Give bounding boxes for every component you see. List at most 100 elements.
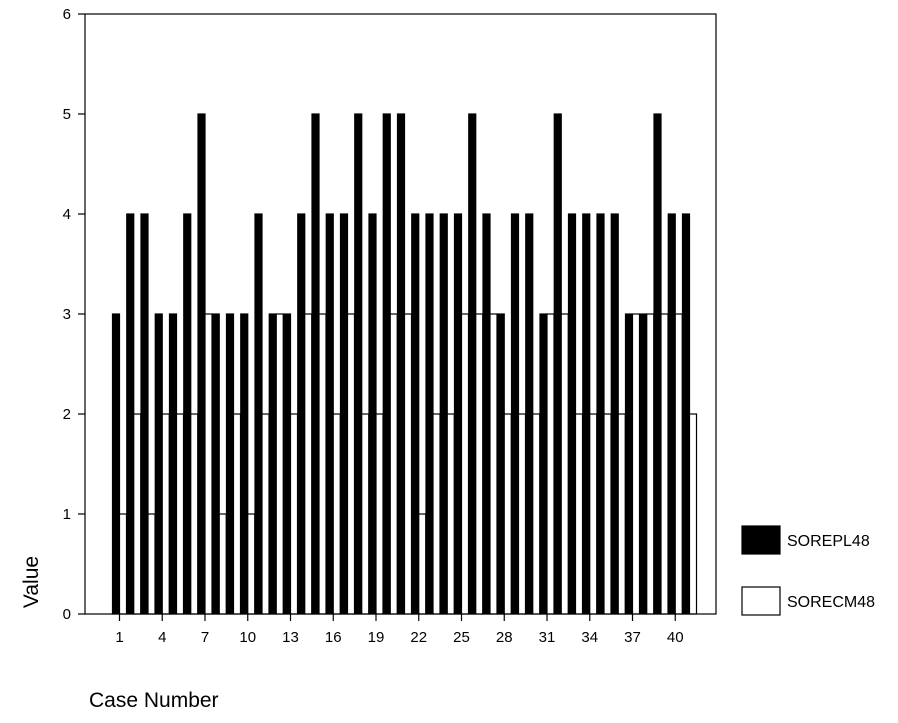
- x-tick-label: 13: [282, 629, 299, 646]
- bar-sorepl48-21: [396, 113, 406, 615]
- y-axis-title: Value: [20, 556, 43, 608]
- bar-sorepl48-12: [268, 313, 277, 615]
- y-ticks-group: 0 1 2 3 4 5 6: [63, 6, 85, 623]
- bar-sorepl48-35: [596, 213, 605, 615]
- bar-sorepl48-33: [567, 213, 577, 615]
- x-tick-label: 22: [410, 629, 427, 646]
- bar-sorepl48-38: [639, 313, 648, 615]
- bar-sorepl48-6: [183, 213, 192, 615]
- bar-sorepl48-37: [624, 313, 634, 615]
- bar-sorecm48-25: [460, 313, 470, 615]
- bar-sorecm48-21: [403, 313, 413, 615]
- x-tick-label: 25: [453, 629, 470, 646]
- bar-sorecm48-16: [332, 413, 341, 615]
- bar-sorecm48-19: [375, 413, 384, 615]
- bar-sorecm48-2: [133, 413, 142, 615]
- bar-sorecm48-24: [446, 413, 455, 615]
- bar-sorecm48-14: [304, 313, 313, 615]
- bar-sorecm48-34: [589, 413, 598, 615]
- bar-sorecm48-6: [190, 413, 199, 615]
- legend-swatch-sorepl48: [741, 525, 781, 555]
- bar-sorecm48-29: [517, 413, 527, 615]
- bar-sorepl48-16: [325, 213, 334, 615]
- bar-sorecm48-4: [161, 413, 170, 615]
- bar-sorepl48-2: [126, 213, 135, 615]
- bar-sorecm48-30: [532, 413, 541, 615]
- x-tick-label: 40: [667, 629, 684, 646]
- bar-sorepl48-27: [482, 213, 491, 615]
- bar-sorepl48-26: [468, 113, 477, 615]
- bar-sorepl48-9: [225, 313, 235, 615]
- bar-sorecm48-41: [688, 413, 698, 615]
- x-axis-title: Case Number: [89, 689, 219, 712]
- legend-label-sorepl48: SOREPL48: [787, 533, 870, 550]
- bar-sorecm48-5: [175, 413, 185, 615]
- bar-sorecm48-15: [318, 313, 327, 615]
- bar-sorepl48-32: [553, 113, 562, 615]
- x-tick-label: 16: [325, 629, 342, 646]
- bar-sorepl48-28: [496, 313, 505, 615]
- bar-sorecm48-7: [204, 313, 213, 615]
- bar-sorepl48-29: [510, 213, 520, 615]
- bar-sorecm48-28: [503, 413, 512, 615]
- bar-sorepl48-7: [197, 113, 206, 615]
- bar-sorepl48-3: [140, 213, 149, 615]
- bar-sorecm48-10: [247, 513, 256, 615]
- x-tick-label: 4: [158, 629, 166, 646]
- bar-sorepl48-40: [667, 213, 676, 615]
- bar-sorecm48-1: [118, 513, 128, 615]
- bar-sorecm48-18: [361, 413, 370, 615]
- bar-sorecm48-36: [617, 413, 626, 615]
- bar-sorepl48-30: [525, 213, 534, 615]
- y-tick-label: 5: [63, 106, 71, 123]
- legend-swatch-sorecm48: [741, 586, 781, 616]
- bar-sorepl48-39: [653, 113, 662, 615]
- bar-sorepl48-13: [282, 313, 292, 615]
- x-tick-label: 28: [496, 629, 513, 646]
- bar-sorepl48-11: [254, 213, 263, 615]
- bar-sorepl48-4: [154, 313, 163, 615]
- bar-sorecm48-9: [232, 413, 242, 615]
- x-tick-label: 7: [201, 629, 209, 646]
- bar-sorecm48-33: [574, 413, 584, 615]
- bar-sorecm48-32: [560, 313, 569, 615]
- bar-sorecm48-3: [147, 513, 156, 615]
- bar-sorepl48-14: [297, 213, 306, 615]
- bar-sorepl48-15: [311, 113, 320, 615]
- bar-sorepl48-36: [610, 213, 619, 615]
- bar-sorecm48-31: [546, 313, 555, 615]
- bar-sorecm48-17: [346, 313, 356, 615]
- bar-sorepl48-25: [453, 213, 463, 615]
- bar-sorepl48-24: [439, 213, 448, 615]
- x-tick-label: 1: [115, 629, 123, 646]
- bar-sorecm48-27: [489, 313, 498, 615]
- bar-sorepl48-23: [425, 213, 434, 615]
- bar-sorepl48-17: [339, 213, 349, 615]
- y-tick-label: 1: [63, 506, 71, 523]
- bar-sorecm48-12: [275, 313, 284, 615]
- bar-sorepl48-8: [211, 313, 220, 615]
- x-tick-label: 31: [539, 629, 556, 646]
- y-tick-label: 2: [63, 406, 71, 423]
- bar-sorecm48-38: [646, 313, 655, 615]
- bar-sorepl48-20: [382, 113, 391, 615]
- y-tick-label: 3: [63, 306, 71, 323]
- bar-sorecm48-26: [475, 313, 484, 615]
- y-tick-label: 4: [63, 206, 71, 223]
- bar-sorecm48-23: [432, 413, 441, 615]
- bar-sorepl48-34: [582, 213, 591, 615]
- x-tick-label: 34: [581, 629, 598, 646]
- bar-sorepl48-41: [681, 213, 691, 615]
- x-tick-label: 19: [368, 629, 385, 646]
- bar-sorecm48-40: [674, 313, 683, 615]
- bar-sorepl48-10: [240, 313, 249, 615]
- bar-sorepl48-18: [354, 113, 363, 615]
- bar-sorecm48-8: [218, 513, 227, 615]
- y-tick-label: 6: [63, 6, 71, 23]
- bar-sorecm48-22: [418, 513, 427, 615]
- x-tick-label: 37: [624, 629, 641, 646]
- legend: SOREPL48 SORECM48: [741, 525, 875, 616]
- bar-sorepl48-1: [111, 313, 121, 615]
- legend-label-sorecm48: SORECM48: [787, 594, 875, 611]
